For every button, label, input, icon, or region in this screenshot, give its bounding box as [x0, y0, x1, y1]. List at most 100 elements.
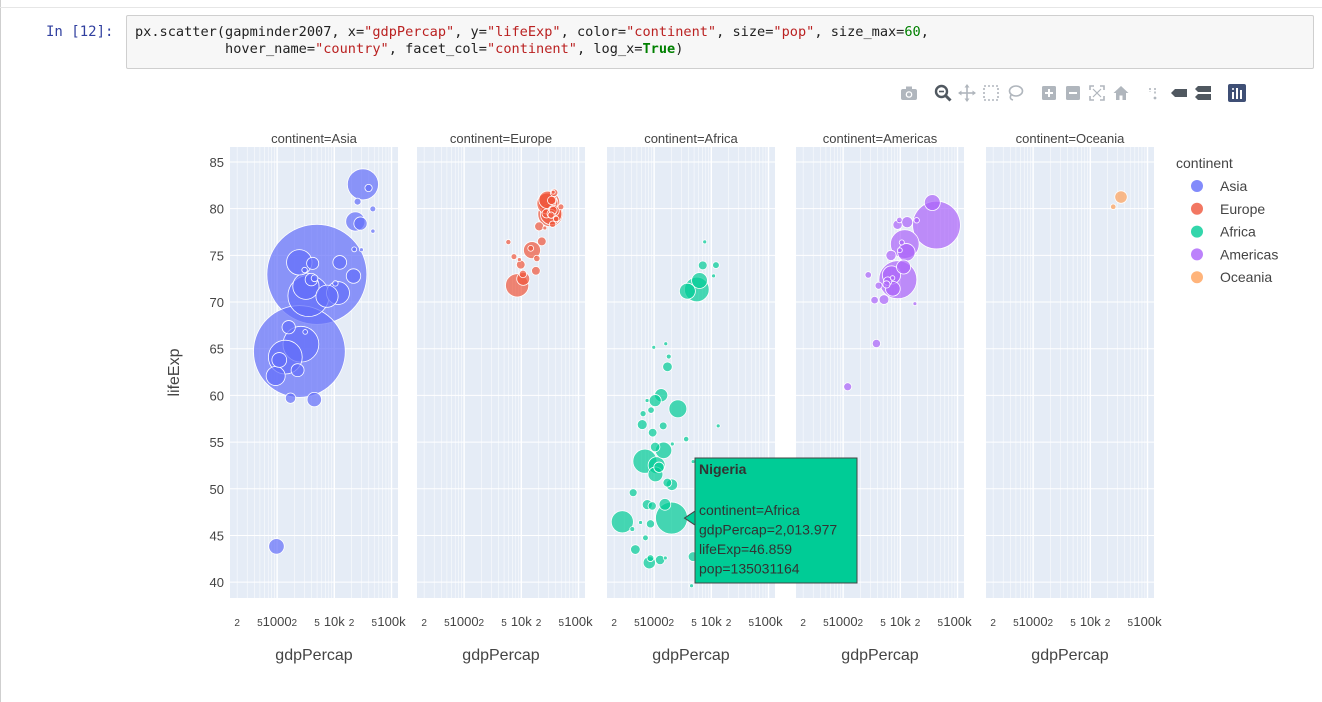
x-tick-label: 10k — [1080, 614, 1101, 629]
y-tick-label: 55 — [210, 435, 224, 450]
data-point — [639, 410, 647, 418]
data-point — [547, 195, 557, 205]
y-tick-label: 80 — [210, 202, 224, 217]
data-point — [542, 225, 548, 231]
data-point — [683, 435, 690, 443]
x-tick-label: 5 — [444, 618, 450, 629]
x-tick-label: 5 — [634, 618, 640, 629]
marker-group — [610, 239, 721, 589]
data-point — [898, 239, 905, 246]
data-point — [281, 320, 296, 335]
hover-compare-icon[interactable] — [1192, 83, 1213, 103]
x-axis-title: gdpPercap — [1031, 647, 1108, 664]
data-point — [306, 391, 322, 408]
plotly-logo-icon[interactable] — [1226, 83, 1247, 103]
data-point — [712, 261, 720, 269]
x-axis-title: gdpPercap — [841, 647, 918, 664]
x-tick-label: 2 — [915, 618, 921, 629]
y-tick-label: 50 — [210, 482, 224, 497]
legend-marker-asia — [1191, 180, 1203, 192]
x-axis-title: gdpPercap — [462, 647, 539, 664]
data-point — [610, 510, 634, 534]
data-point — [885, 249, 897, 261]
data-point — [923, 194, 941, 211]
legend-item-africa: Africa — [1220, 224, 1256, 240]
legend-marker-africa — [1191, 225, 1203, 238]
data-point — [636, 419, 648, 430]
x-tick-label: 5 — [1013, 618, 1019, 629]
x-tick-label: 1000 — [263, 614, 292, 629]
code-cell[interactable]: px.scatter(gapminder2007, x="gdpPercap",… — [126, 15, 1314, 69]
legend-marker-americas — [1191, 248, 1203, 261]
data-point — [843, 382, 853, 392]
autoscale-icon[interactable] — [1086, 83, 1107, 103]
legend-item-oceania: Oceania — [1220, 269, 1272, 285]
y-tick-label: 70 — [210, 295, 224, 310]
x-tick-label: 5 — [1127, 618, 1133, 629]
y-tick-label: 45 — [210, 528, 224, 543]
data-point — [346, 168, 379, 201]
lasso-select-icon[interactable] — [1004, 83, 1025, 103]
plot-modebar — [898, 82, 1250, 104]
data-point — [662, 477, 673, 488]
x-tick-label: 2 — [800, 618, 806, 629]
marker-group — [843, 194, 961, 392]
marker-group — [253, 168, 379, 555]
data-point — [669, 441, 675, 447]
data-point — [702, 239, 708, 245]
data-point — [630, 544, 641, 555]
data-point — [896, 259, 912, 275]
data-point — [271, 352, 288, 368]
data-point — [557, 203, 565, 211]
pan-icon[interactable] — [956, 83, 977, 103]
data-point — [527, 244, 535, 252]
data-point — [647, 406, 655, 414]
box-select-icon[interactable] — [980, 83, 1001, 103]
x-tick-label: 10k — [324, 614, 345, 629]
camera-icon[interactable] — [898, 83, 919, 103]
hover-closest-icon[interactable] — [1168, 83, 1189, 103]
x-tick-label: 2 — [234, 618, 240, 629]
x-tick-label: 100k — [1133, 614, 1162, 629]
x-tick-label: 2 — [479, 618, 485, 629]
y-tick-label: 40 — [210, 575, 224, 590]
data-point — [901, 216, 914, 229]
data-point — [351, 246, 358, 253]
data-point — [628, 488, 638, 498]
x-tick-label: 1000 — [1019, 614, 1048, 629]
tooltip-title: Nigeria — [699, 461, 747, 477]
data-point — [638, 520, 643, 525]
data-point — [315, 284, 339, 308]
data-point — [896, 247, 903, 254]
zoom-icon[interactable] — [932, 83, 953, 103]
facet-title: continent=Europe — [450, 131, 552, 146]
tooltip-line: continent=Africa — [699, 502, 800, 518]
x-tick-label: 100k — [754, 614, 783, 629]
data-point — [531, 266, 541, 276]
zoom-out-icon[interactable] — [1062, 83, 1083, 103]
data-point — [364, 183, 373, 193]
x-tick-label: 2 — [611, 618, 617, 629]
y-tick-label: 75 — [210, 248, 224, 263]
facet-title: continent=Oceania — [1016, 131, 1126, 146]
marker-group — [1110, 190, 1128, 210]
data-point — [534, 221, 545, 232]
zoom-in-icon[interactable] — [1038, 83, 1059, 103]
tooltip-line: lifeExp=46.859 — [699, 541, 792, 557]
cell-separator — [0, 7, 1322, 8]
data-point — [265, 366, 286, 386]
data-point — [896, 216, 903, 224]
reset-axes-icon[interactable] — [1110, 83, 1131, 103]
spike-lines-icon[interactable] — [1144, 83, 1165, 103]
data-point — [646, 554, 655, 562]
data-point — [537, 236, 547, 247]
data-point — [306, 256, 320, 270]
data-point — [658, 498, 672, 511]
data-point — [1110, 203, 1117, 210]
facet-background — [986, 147, 1154, 598]
x-tick-label: 2 — [1048, 618, 1054, 629]
x-axis-title: gdpPercap — [275, 647, 352, 664]
legend: continent Asia Europe Africa Americas Oceania — [1176, 155, 1278, 285]
